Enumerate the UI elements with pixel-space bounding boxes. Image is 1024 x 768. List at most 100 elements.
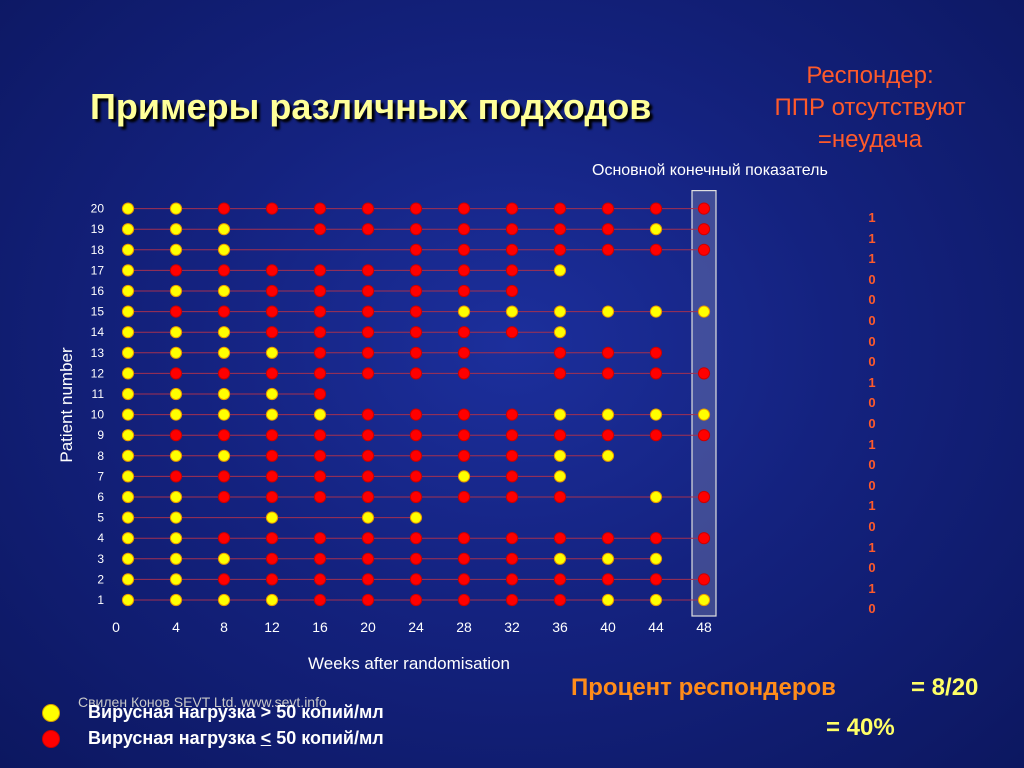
point-above-50: [121, 346, 135, 359]
point-below-50: [265, 429, 279, 442]
point-above-50: [169, 511, 183, 524]
point-above-50: [553, 326, 567, 339]
point-below-50: [697, 243, 711, 256]
point-below-50: [361, 408, 375, 421]
point-below-50: [169, 305, 183, 318]
point-above-50: [313, 408, 327, 421]
point-above-50: [217, 593, 231, 607]
point-below-50: [313, 284, 327, 298]
outcome-value: 1: [868, 374, 876, 390]
point-below-50: [457, 449, 471, 462]
point-below-50: [313, 470, 327, 483]
point-below-50: [697, 223, 711, 236]
point-above-50: [121, 573, 135, 586]
point-above-50: [121, 326, 135, 339]
point-below-50: [217, 305, 231, 318]
point-below-50: [265, 449, 279, 462]
percent-label: Процент респондеров: [571, 674, 836, 701]
x-tick-label: 0: [112, 619, 120, 635]
point-above-50: [649, 552, 663, 565]
point-below-50: [601, 223, 615, 236]
point-below-50: [265, 202, 279, 215]
outcome-value: 0: [868, 415, 876, 431]
point-below-50: [409, 449, 423, 462]
point-above-50: [553, 449, 567, 462]
point-below-50: [217, 264, 231, 277]
point-below-50: [505, 326, 519, 339]
responder-note: Респондер: ППР отсутствуют =неудача: [740, 60, 1000, 156]
point-below-50: [169, 470, 183, 483]
point-below-50: [505, 408, 519, 421]
point-below-50: [361, 223, 375, 236]
point-above-50: [649, 408, 663, 421]
x-tick-label: 48: [696, 619, 712, 635]
point-above-50: [217, 284, 231, 298]
point-above-50: [697, 593, 711, 607]
point-above-50: [265, 387, 279, 401]
point-above-50: [121, 449, 135, 462]
y-tick-label: 20: [91, 202, 105, 216]
point-above-50: [121, 305, 135, 318]
point-above-50: [553, 264, 567, 277]
point-below-50: [553, 223, 567, 236]
legend-dot-red: [42, 729, 60, 748]
responder-line-1: Респондер:: [806, 62, 934, 89]
point-below-50: [553, 573, 567, 586]
point-below-50: [409, 573, 423, 586]
endpoint-label: Основной конечный показатель: [592, 162, 828, 179]
y-tick-label: 10: [91, 408, 105, 422]
point-above-50: [601, 408, 615, 421]
point-below-50: [649, 367, 663, 380]
point-below-50: [361, 305, 375, 318]
point-below-50: [457, 202, 471, 215]
point-below-50: [697, 367, 711, 380]
outcome-value: 0: [868, 312, 876, 328]
point-below-50: [505, 490, 519, 504]
point-below-50: [313, 326, 327, 339]
point-below-50: [649, 202, 663, 215]
x-tick-label: 36: [552, 619, 568, 635]
point-below-50: [313, 346, 327, 359]
point-below-50: [313, 490, 327, 504]
point-above-50: [169, 490, 183, 504]
credit-text: Свилен Конов SEVT Ltd. www.sevt.info: [78, 694, 327, 710]
point-below-50: [313, 593, 327, 607]
point-below-50: [217, 532, 231, 545]
point-above-50: [169, 593, 183, 607]
y-tick-label: 11: [92, 387, 105, 401]
point-below-50: [409, 243, 423, 256]
point-below-50: [457, 429, 471, 442]
outcome-value: 0: [868, 354, 876, 370]
point-above-50: [121, 367, 135, 380]
x-tick-label: 4: [172, 619, 180, 635]
point-below-50: [457, 264, 471, 277]
point-below-50: [265, 264, 279, 277]
point-below-50: [505, 264, 519, 277]
legend-suffix: 50 копий/мл: [271, 728, 384, 748]
point-below-50: [217, 490, 231, 504]
legend-item-below: Вирусная нагрузка < 50 копий/мл: [42, 728, 384, 749]
point-above-50: [121, 387, 135, 401]
point-below-50: [649, 573, 663, 586]
outcome-value: 1: [868, 580, 876, 596]
point-above-50: [121, 429, 135, 442]
point-below-50: [601, 202, 615, 215]
point-above-50: [217, 449, 231, 462]
x-tick-label: 44: [648, 619, 664, 635]
outcome-value: 1: [868, 539, 876, 555]
point-above-50: [121, 490, 135, 504]
legend-prefix: Вирусная нагрузка: [88, 728, 261, 748]
outcome-value: 0: [868, 477, 876, 493]
point-above-50: [553, 408, 567, 421]
point-below-50: [457, 408, 471, 421]
point-above-50: [649, 305, 663, 318]
point-below-50: [361, 367, 375, 380]
responder-line-2: ППР отсутствуют: [774, 94, 966, 121]
point-above-50: [169, 346, 183, 359]
point-below-50: [361, 264, 375, 277]
point-above-50: [601, 552, 615, 565]
point-below-50: [361, 429, 375, 442]
point-above-50: [169, 449, 183, 462]
point-above-50: [121, 264, 135, 277]
x-tick-label: 24: [408, 619, 424, 635]
